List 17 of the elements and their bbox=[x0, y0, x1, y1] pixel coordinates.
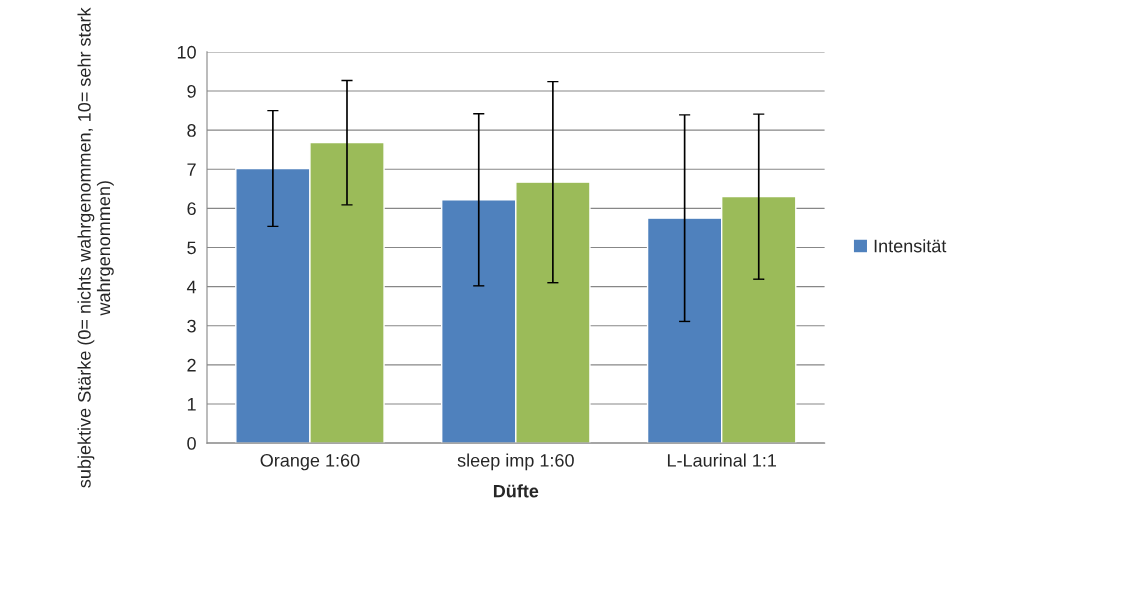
y-tick-label: 5 bbox=[187, 241, 196, 255]
y-tick-label: 0 bbox=[187, 437, 196, 450]
y-axis-title: subjektive Stärke (0= nichts wahrgenommen, 10= sehr stark wahrgenommen) bbox=[77, 7, 114, 488]
y-tick-label: 10 bbox=[177, 45, 196, 59]
y-tick-label: 7 bbox=[187, 163, 196, 176]
legend-label: Intensität bbox=[874, 239, 947, 253]
x-tick-label: sleep imp 1:60 bbox=[457, 453, 574, 471]
x-axis-title: Düfte bbox=[493, 484, 539, 498]
y-tick-label: 8 bbox=[187, 124, 196, 137]
y-tick-label: 6 bbox=[187, 202, 196, 216]
y-tick-label: 3 bbox=[187, 319, 196, 333]
y-tick-label: 9 bbox=[187, 84, 196, 98]
y-tick-label: 4 bbox=[186, 280, 197, 294]
y-tick-label: 1 bbox=[187, 398, 196, 411]
y-tick-label: 2 bbox=[187, 358, 196, 372]
x-tick-label: L-Laurinal 1:1 bbox=[667, 453, 777, 467]
x-tick-label: Orange 1:60 bbox=[260, 453, 360, 471]
